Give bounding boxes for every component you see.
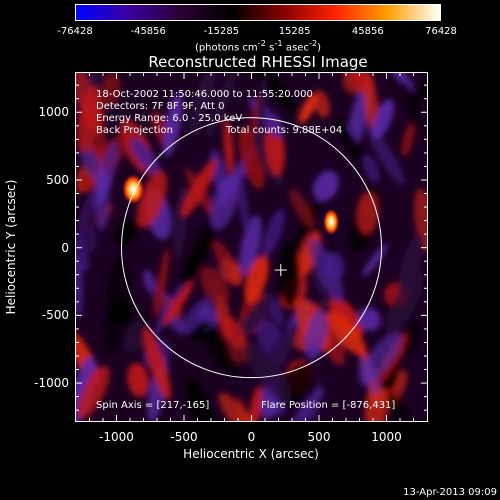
image-blob [366, 124, 405, 186]
image-blob [262, 208, 285, 258]
spin-axis-marker [274, 264, 287, 277]
image-blob [385, 271, 425, 336]
image-blob [239, 215, 262, 276]
image-blob [249, 73, 297, 114]
image-blob [364, 378, 388, 421]
image-blob [414, 73, 427, 104]
image-blob [398, 232, 424, 295]
time-range-text: 18-Oct-2002 11:50:46.000 to 11:55:20.000 [96, 89, 313, 100]
image-blob [248, 385, 262, 421]
image-blob [130, 137, 161, 177]
image-blob [127, 362, 149, 398]
image-blob [289, 188, 315, 229]
image-blob [298, 93, 317, 124]
x-tick-label: -1000 [99, 430, 134, 444]
image-blob [181, 219, 217, 287]
x-tick-label: 0 [247, 430, 256, 444]
image-blob [245, 342, 292, 403]
image-blob [256, 76, 268, 140]
image-blob [358, 356, 381, 396]
image-blob [114, 218, 139, 247]
image-blob [313, 170, 339, 202]
x-axis-label: Heliocentric X (arcsec) [183, 447, 319, 461]
image-blob [362, 154, 380, 183]
image-blob [236, 175, 250, 233]
colorbar-tick-label: -15285 [203, 26, 240, 37]
colorbar-tick-label: 45856 [351, 26, 384, 37]
image-blob [185, 167, 216, 218]
image-blob [154, 247, 170, 318]
image-blob [96, 141, 118, 205]
colorbar-tick-label: -45856 [130, 26, 166, 37]
image-blob [313, 90, 330, 118]
image-blob [199, 266, 230, 305]
image-blob [76, 256, 83, 319]
image-blob [238, 127, 265, 190]
y-tick-label: -1000 [34, 376, 69, 391]
image-blob [79, 200, 101, 256]
image-blob [101, 73, 121, 107]
flare-position-text: Flare Position = [-876,431] [261, 400, 396, 411]
image-blob [143, 328, 171, 400]
image-blob [218, 392, 257, 421]
image-blob [371, 99, 394, 140]
chart-title: Reconstructed RHESSI Image [148, 53, 368, 71]
x-tick-label: 1000 [371, 430, 402, 444]
image-blob [163, 92, 183, 157]
image-blob [223, 118, 234, 175]
image-blob [326, 311, 366, 356]
y-tick-label: 500 [46, 172, 69, 187]
image-blob [77, 365, 110, 419]
colorbar-tick-label: -76428 [57, 26, 93, 37]
hot-spot [122, 174, 145, 205]
image-blob [76, 232, 90, 273]
image-blob [137, 170, 167, 229]
colorbar-tick-label: 76428 [425, 26, 457, 37]
image-blob [401, 79, 423, 135]
image-blob [206, 73, 236, 139]
image-blob [237, 293, 274, 340]
timestamp: 13-Apr-2013 09:09 [403, 487, 497, 498]
image-blob [401, 122, 415, 157]
total-counts-text: Total counts: 9.88E+04 [226, 125, 343, 136]
hot-spot [323, 208, 340, 235]
image-blob [286, 386, 324, 421]
y-tick-label: 1000 [38, 105, 69, 120]
y-tick-label: -500 [41, 308, 69, 323]
image-blob [79, 143, 109, 190]
x-tick-label: 500 [307, 430, 331, 444]
energy-range-text: Energy Range: 6.0 - 25.0 keV [96, 113, 243, 124]
image-blob [185, 377, 219, 421]
image-blob [278, 241, 301, 307]
image-blob [219, 257, 244, 287]
image-blob [324, 252, 345, 280]
image-blob [103, 295, 125, 355]
x-tick-label: -500 [170, 430, 198, 444]
image-blob [219, 315, 246, 349]
image-blob [123, 318, 150, 353]
image-blob [199, 320, 239, 377]
detectors-text: Detectors: 7F 8F 9F, Att 0 [96, 101, 225, 112]
spin-axis-text: Spin Axis = [217,-165] [96, 400, 210, 411]
image-blob [244, 255, 269, 304]
image-blob [334, 117, 371, 174]
image-blob [180, 296, 214, 335]
solar-limb-circle [120, 117, 383, 379]
colorbar-units: (photons cm-2 s-1 asec-2) [194, 38, 322, 54]
image-blob [304, 309, 328, 360]
y-axis-label: Heliocentric Y (arcsec) [4, 179, 18, 315]
image-blob [162, 281, 194, 326]
heatmap-image [76, 73, 427, 421]
image-blob [76, 85, 103, 153]
colorbar-tick-label: 15285 [278, 26, 311, 37]
image-blob [209, 175, 239, 230]
plot-area: 18-Oct-2002 11:50:46.000 to 11:55:20.000… [75, 72, 428, 422]
image-blob [401, 321, 421, 357]
y-tick-label: 0 [61, 240, 69, 255]
image-blob [200, 73, 225, 99]
method-text: Back Projection [96, 125, 173, 136]
image-blob [386, 392, 419, 421]
colorbar [75, 4, 441, 21]
